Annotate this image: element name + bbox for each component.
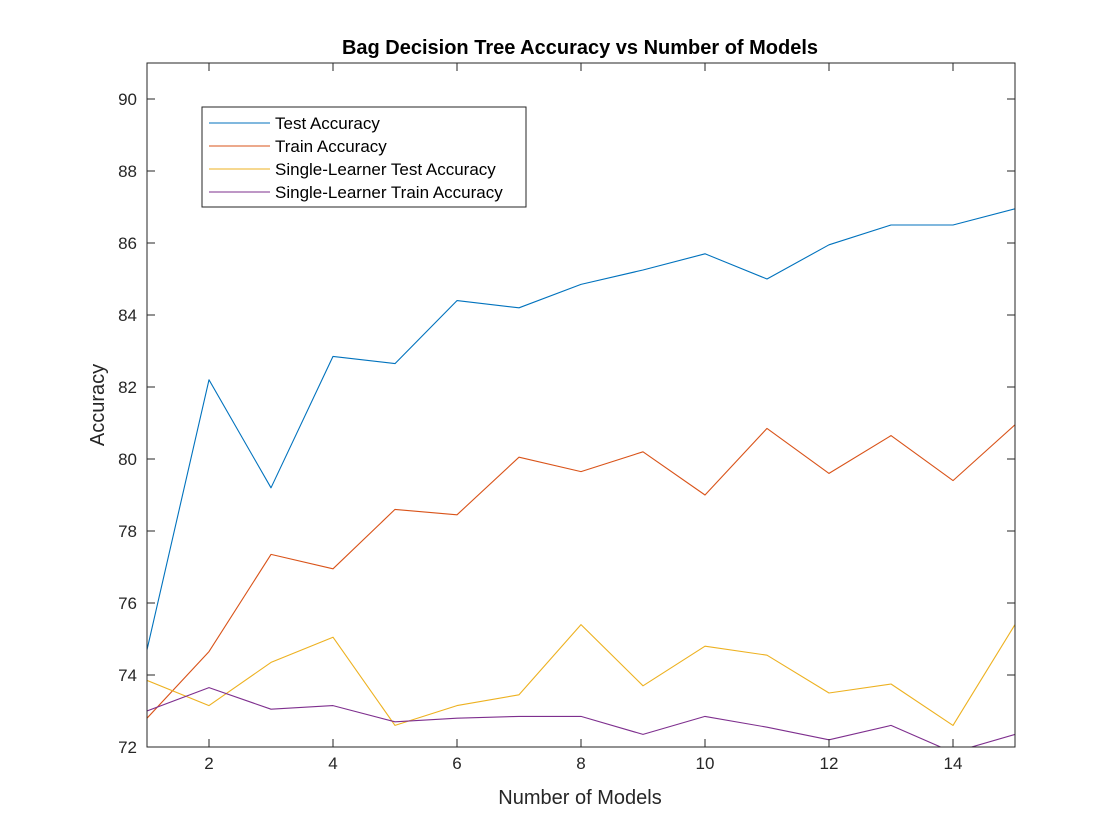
legend-label-2: Train Accuracy bbox=[275, 137, 387, 156]
legend-box bbox=[201, 106, 527, 208]
y-tick-label: 82 bbox=[118, 378, 137, 397]
series-line-2 bbox=[147, 424, 1015, 719]
plot-area: 2 4 6 8 10 12 14 72 74 76 78 80 82 84 86 88 90 bbox=[118, 62, 1016, 773]
legend-label-1: Test Accuracy bbox=[275, 114, 380, 133]
chart-title: Bag Decision Tree Accuracy vs Number of … bbox=[342, 37, 818, 59]
x-tick-label: 2 bbox=[204, 754, 213, 773]
y-tick-label: 84 bbox=[118, 306, 137, 325]
x-tick-label: 10 bbox=[696, 754, 715, 773]
y-tick-label: 90 bbox=[118, 90, 137, 109]
y-tick-label: 86 bbox=[118, 234, 137, 253]
y-tick-label: 80 bbox=[118, 450, 137, 469]
legend-label-3: Single-Learner Test Accuracy bbox=[275, 160, 496, 179]
x-axis-label: Number of Models bbox=[498, 787, 661, 809]
y-axis-label: Accuracy bbox=[87, 364, 109, 446]
y-tick-label: 88 bbox=[118, 162, 137, 181]
series-line-4 bbox=[147, 687, 1015, 747]
x-tick-label: 12 bbox=[820, 754, 839, 773]
x-tick-label: 14 bbox=[944, 754, 963, 773]
x-tick-label: 4 bbox=[328, 754, 337, 773]
x-tick-label: 8 bbox=[576, 754, 585, 773]
ticks-layer: 2 4 6 8 10 12 14 72 74 76 78 80 82 84 86 88 90 bbox=[118, 63, 1015, 773]
y-tick-label: 74 bbox=[118, 666, 137, 685]
series-layer bbox=[147, 208, 1015, 747]
series-line-3 bbox=[147, 624, 1015, 726]
y-tick-label: 76 bbox=[118, 594, 137, 613]
legend: Test Accuracy Train Accuracy Single-Learne… bbox=[201, 106, 527, 208]
legend-items: Test Accuracy Train Accuracy Single-Learne… bbox=[209, 114, 503, 202]
legend-label-4: Single-Learner Train Accuracy bbox=[275, 183, 503, 202]
y-tick-label: 72 bbox=[118, 738, 137, 757]
x-tick-label: 6 bbox=[452, 754, 461, 773]
series-line-1 bbox=[147, 208, 1015, 650]
y-tick-label: 78 bbox=[118, 522, 137, 541]
